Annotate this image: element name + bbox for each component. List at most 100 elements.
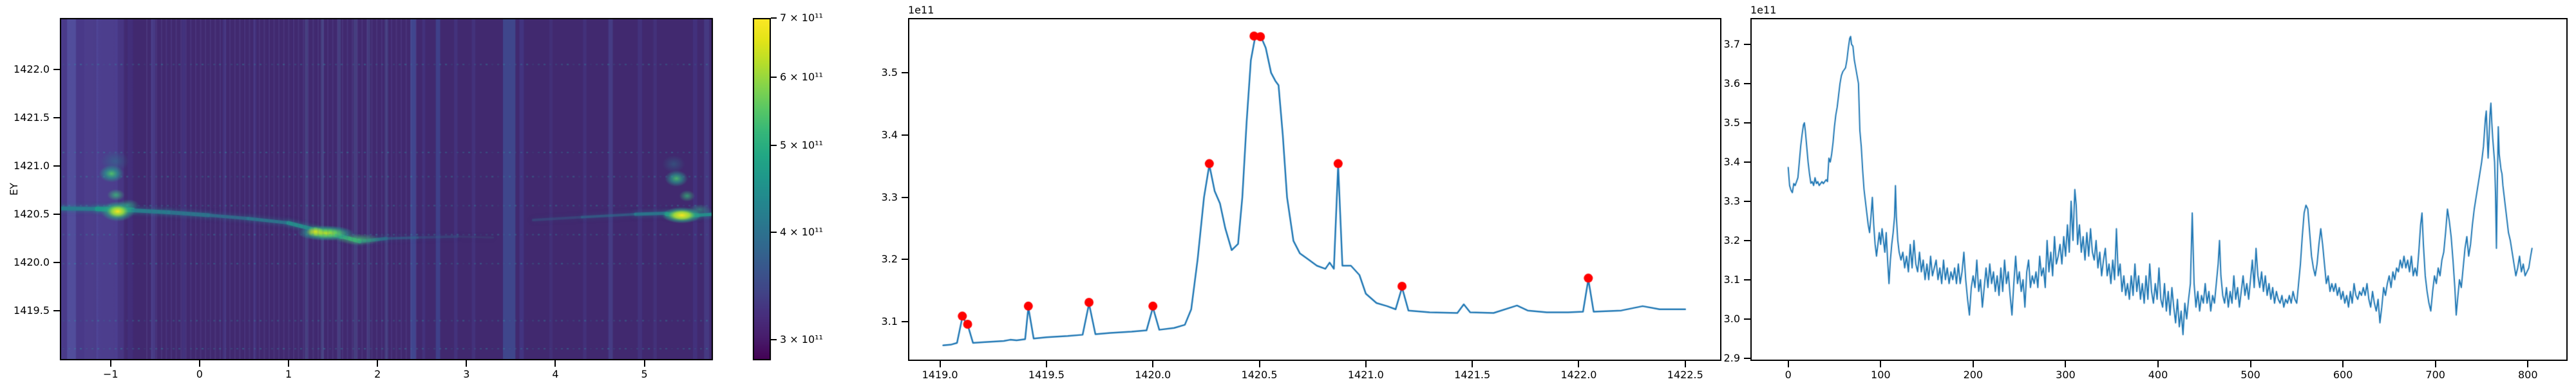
x-tick [643, 360, 645, 367]
y-tick [1744, 318, 1750, 320]
y-tick [53, 116, 60, 118]
heatmap-spines [60, 18, 713, 360]
x-tick-label: 500 [2240, 369, 2260, 381]
y-tick [902, 259, 908, 261]
y-tick [1744, 239, 1750, 241]
x-tick [2434, 361, 2436, 367]
x-tick [2249, 361, 2251, 367]
colorbar-tick-label: 5 × 10¹¹ [780, 139, 823, 152]
y-tick [1744, 200, 1750, 202]
trace-offset-label: 1e11 [1750, 4, 1777, 16]
y-tick [53, 68, 60, 70]
y-tick [902, 72, 908, 74]
x-tick-label: 2 [374, 368, 381, 380]
y-tick-label: 3.1 [1723, 273, 1740, 286]
y-tick [53, 165, 60, 167]
x-tick-label: 1422.5 [1667, 369, 1703, 381]
x-tick-label: 0 [196, 368, 203, 380]
colorbar-tick [771, 232, 777, 234]
x-tick-label: 3 [463, 368, 470, 380]
x-tick-label: 100 [1871, 369, 1891, 381]
x-tick-label: 700 [2425, 369, 2445, 381]
y-tick [53, 262, 60, 264]
x-tick-label: 0 [1785, 369, 1792, 381]
x-tick-label: 800 [2517, 369, 2538, 381]
y-tick [1744, 161, 1750, 163]
y-tick [902, 321, 908, 323]
x-tick-label: 1419.0 [922, 369, 958, 381]
x-tick-label: 200 [1963, 369, 1984, 381]
x-tick [288, 360, 290, 367]
colorbar-outline [753, 18, 771, 360]
y-tick [1744, 122, 1750, 124]
x-tick [1258, 361, 1260, 367]
x-tick [554, 360, 556, 367]
y-tick-label: 1421.5 [14, 111, 50, 124]
colorbar-tick-label: 3 × 10¹¹ [780, 333, 823, 345]
x-tick [1880, 361, 1882, 367]
trace-plot-spines [1750, 18, 2568, 361]
y-tick-label: 3.2 [881, 253, 898, 266]
colorbar-tick [771, 77, 777, 78]
x-tick-label: 1420.5 [1241, 369, 1278, 381]
colorbar-tick [771, 17, 777, 19]
x-tick [1045, 361, 1047, 367]
x-tick [1578, 361, 1580, 367]
x-tick-label: 1422.0 [1560, 369, 1597, 381]
x-tick-label: 1421.0 [1347, 369, 1384, 381]
y-tick-label: 3.3 [1723, 194, 1740, 207]
x-tick [2527, 361, 2529, 367]
x-tick [2342, 361, 2344, 367]
y-tick-label: 3.5 [881, 66, 898, 79]
y-tick-label: 3.6 [1723, 77, 1740, 89]
x-tick [2065, 361, 2067, 367]
x-tick-label: −1 [102, 368, 118, 380]
y-tick [902, 196, 908, 198]
x-tick [1972, 361, 1974, 367]
x-tick-label: 4 [552, 368, 559, 380]
y-tick-label: 2.9 [1723, 351, 1740, 364]
x-tick-label: 5 [641, 368, 648, 380]
colorbar-tick-label: 4 × 10¹¹ [780, 226, 823, 239]
x-tick-label: 1419.5 [1028, 369, 1065, 381]
x-tick-label: 1 [285, 368, 292, 380]
heatmap-ylabel: EY [8, 183, 20, 196]
x-tick [1787, 361, 1789, 367]
y-tick [1744, 82, 1750, 84]
y-tick [1744, 357, 1750, 359]
colorbar-tick [771, 145, 777, 147]
x-tick [939, 361, 941, 367]
y-tick [53, 214, 60, 216]
colorbar-tick [771, 338, 777, 340]
x-tick [198, 360, 200, 367]
x-tick [377, 360, 379, 367]
colorbar-tick-label: 7 × 10¹¹ [780, 12, 823, 24]
y-tick-label: 1421.0 [14, 159, 50, 172]
y-tick-label: 1422.0 [14, 62, 50, 75]
y-tick [1744, 43, 1750, 45]
y-tick-label: 3.1 [881, 315, 898, 328]
peaks-offset-label: 1e11 [908, 4, 934, 16]
x-tick [1684, 361, 1686, 367]
y-tick-label: 3.0 [1723, 312, 1740, 325]
y-tick-label: 3.4 [1723, 155, 1740, 168]
y-tick [53, 310, 60, 312]
peaks-plot-spines [908, 18, 1721, 361]
x-tick-label: 400 [2148, 369, 2168, 381]
x-tick-label: 1420.0 [1135, 369, 1171, 381]
x-tick-label: 300 [2056, 369, 2076, 381]
y-tick [1744, 279, 1750, 280]
y-tick-label: 1420.0 [14, 256, 50, 269]
x-tick [1472, 361, 1473, 367]
x-tick [1365, 361, 1367, 367]
x-tick-label: 1421.5 [1454, 369, 1491, 381]
x-tick-label: 600 [2333, 369, 2353, 381]
x-tick [466, 360, 468, 367]
y-tick-label: 3.3 [881, 190, 898, 203]
y-tick-label: 3.7 [1723, 37, 1740, 50]
colorbar-tick-label: 6 × 10¹¹ [780, 71, 823, 84]
y-tick [902, 134, 908, 136]
x-tick [2157, 361, 2159, 367]
